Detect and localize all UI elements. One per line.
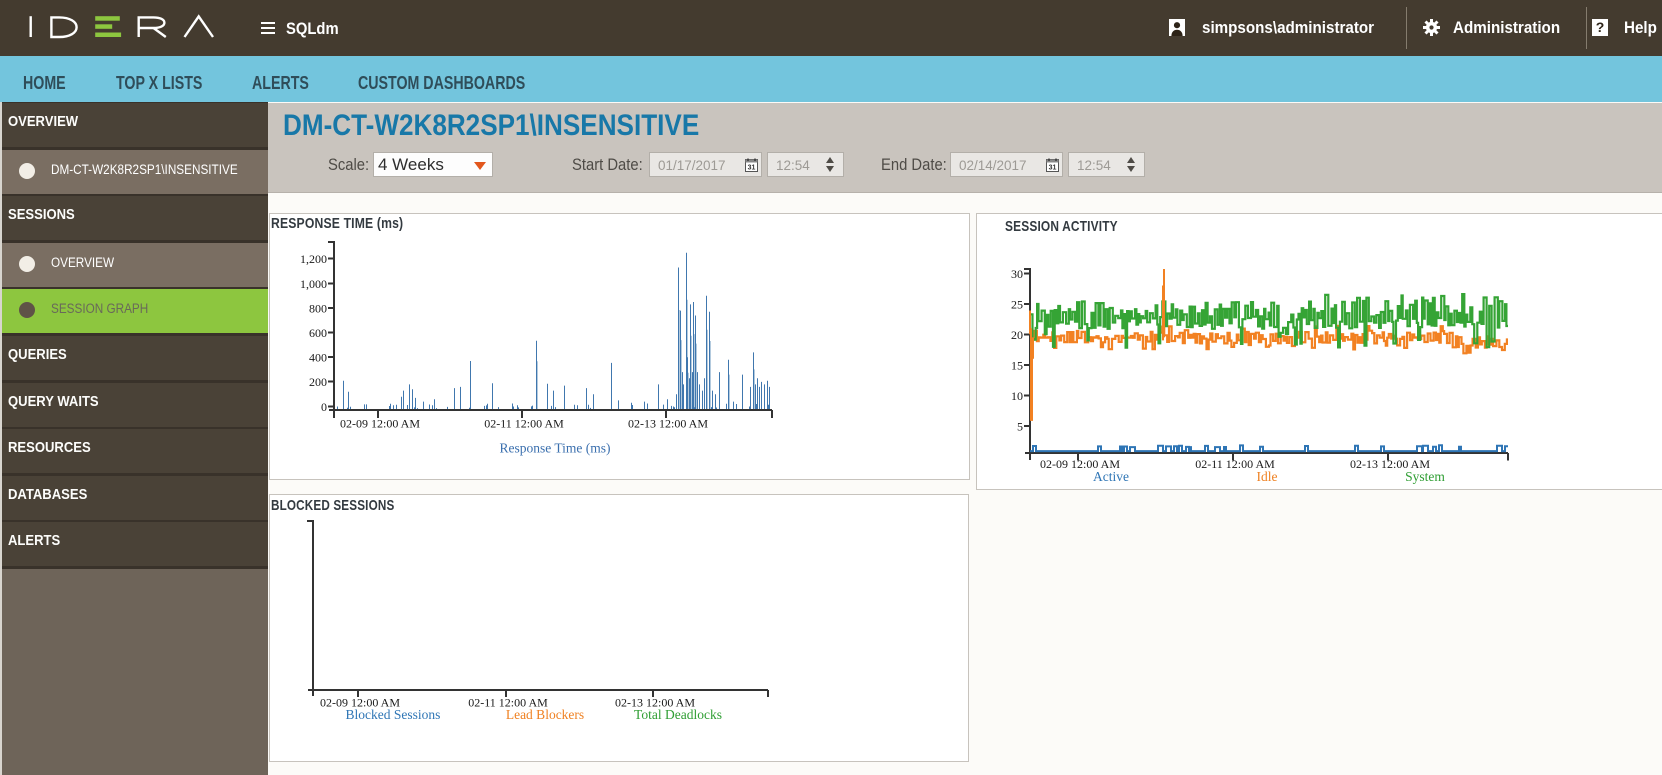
svg-text:1,000: 1,000: [300, 277, 327, 291]
svg-text:02-09 12:00 AM: 02-09 12:00 AM: [320, 696, 400, 710]
svg-text:02-13 12:00 AM: 02-13 12:00 AM: [628, 417, 708, 431]
svg-text:25: 25: [1011, 297, 1023, 311]
svg-text:31: 31: [748, 165, 756, 172]
svg-text:System: System: [1405, 469, 1445, 484]
svg-text:200: 200: [309, 375, 327, 389]
svg-text:600: 600: [309, 326, 327, 340]
svg-text:30: 30: [1011, 267, 1023, 281]
svg-text:Response Time (ms): Response Time (ms): [499, 441, 610, 456]
svg-text:Idle: Idle: [1257, 469, 1278, 484]
svg-text:02-11 12:00 AM: 02-11 12:00 AM: [468, 696, 548, 710]
svg-text:Active: Active: [1093, 469, 1129, 484]
svg-text:20: 20: [1011, 328, 1023, 342]
svg-text:02-11 12:00 AM: 02-11 12:00 AM: [1195, 457, 1275, 471]
svg-text:02-13 12:00 AM: 02-13 12:00 AM: [1350, 457, 1430, 471]
svg-text:Blocked Sessions: Blocked Sessions: [346, 707, 441, 722]
svg-text:02-13 12:00 AM: 02-13 12:00 AM: [615, 696, 695, 710]
svg-text:5: 5: [1017, 419, 1023, 433]
svg-text:02-09 12:00 AM: 02-09 12:00 AM: [1040, 457, 1120, 471]
svg-text:Lead Blockers: Lead Blockers: [506, 707, 584, 722]
svg-text:15: 15: [1011, 358, 1023, 372]
svg-text:10: 10: [1011, 389, 1023, 403]
svg-text:400: 400: [309, 351, 327, 365]
svg-text:02-11 12:00 AM: 02-11 12:00 AM: [484, 417, 564, 431]
svg-text:800: 800: [309, 301, 327, 315]
svg-text:Total Deadlocks: Total Deadlocks: [634, 707, 722, 722]
svg-text:31: 31: [1049, 165, 1057, 172]
svg-text:02-09 12:00 AM: 02-09 12:00 AM: [340, 417, 420, 431]
svg-text:1,200: 1,200: [300, 252, 327, 266]
svg-text:0: 0: [321, 400, 327, 414]
